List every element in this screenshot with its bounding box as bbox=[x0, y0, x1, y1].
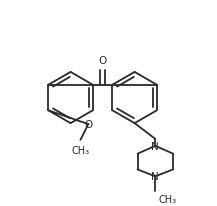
Text: CH₃: CH₃ bbox=[158, 194, 176, 204]
Text: O: O bbox=[98, 56, 106, 66]
Text: O: O bbox=[84, 119, 92, 130]
Text: N: N bbox=[151, 172, 159, 181]
Text: N: N bbox=[151, 141, 159, 151]
Text: CH₃: CH₃ bbox=[71, 145, 89, 155]
